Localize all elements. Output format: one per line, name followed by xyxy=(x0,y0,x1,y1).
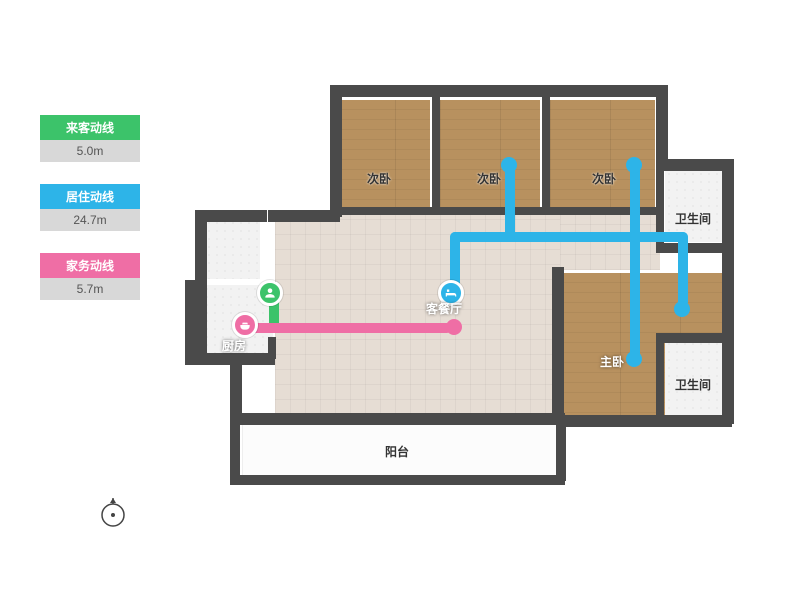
path-endpoint xyxy=(446,319,462,335)
legend-label: 家务动线 xyxy=(40,253,140,278)
legend-item-chores: 家务动线 5.7m xyxy=(40,253,140,300)
floor-bedroom2a xyxy=(335,100,430,210)
floor-corridor xyxy=(560,215,660,270)
label-bedroom2b: 次卧 xyxy=(477,170,501,187)
legend-value: 5.7m xyxy=(40,278,140,300)
legend-value: 5.0m xyxy=(40,140,140,162)
path-endpoint xyxy=(626,351,642,367)
label-bedroom2c: 次卧 xyxy=(592,170,616,187)
legend-value: 24.7m xyxy=(40,209,140,231)
label-bathroom1: 卫生间 xyxy=(675,210,711,227)
label-kitchen: 厨房 xyxy=(222,337,246,354)
legend-item-living: 居住动线 24.7m xyxy=(40,184,140,231)
path-endpoint xyxy=(501,157,517,173)
path-living xyxy=(678,232,688,307)
path-living xyxy=(630,232,640,359)
label-bathroom2: 卫生间 xyxy=(675,376,711,393)
path-endpoint xyxy=(674,301,690,317)
path-living xyxy=(450,232,640,242)
compass-icon xyxy=(95,495,131,531)
floor-bedroom2b xyxy=(440,100,540,210)
path-endpoint xyxy=(626,157,642,173)
path-living xyxy=(505,161,515,241)
legend: 来客动线 5.0m 居住动线 24.7m 家务动线 5.7m xyxy=(40,115,140,322)
path-living xyxy=(630,161,640,241)
legend-label: 居住动线 xyxy=(40,184,140,209)
floorplan: 次卧 次卧 次卧 卫生间 客餐厅 厨房 主卧 卫生间 阳台 xyxy=(170,55,770,515)
label-master: 主卧 xyxy=(600,353,624,370)
floor-entry xyxy=(205,219,260,279)
legend-label: 来客动线 xyxy=(40,115,140,140)
floor-living xyxy=(275,215,560,415)
label-balcony: 阳台 xyxy=(385,443,409,460)
person-icon xyxy=(257,280,283,306)
path-chores xyxy=(247,323,452,333)
legend-item-guest: 来客动线 5.0m xyxy=(40,115,140,162)
pot-icon xyxy=(232,312,258,338)
label-bedroom2a: 次卧 xyxy=(367,170,391,187)
label-living: 客餐厅 xyxy=(426,300,462,317)
